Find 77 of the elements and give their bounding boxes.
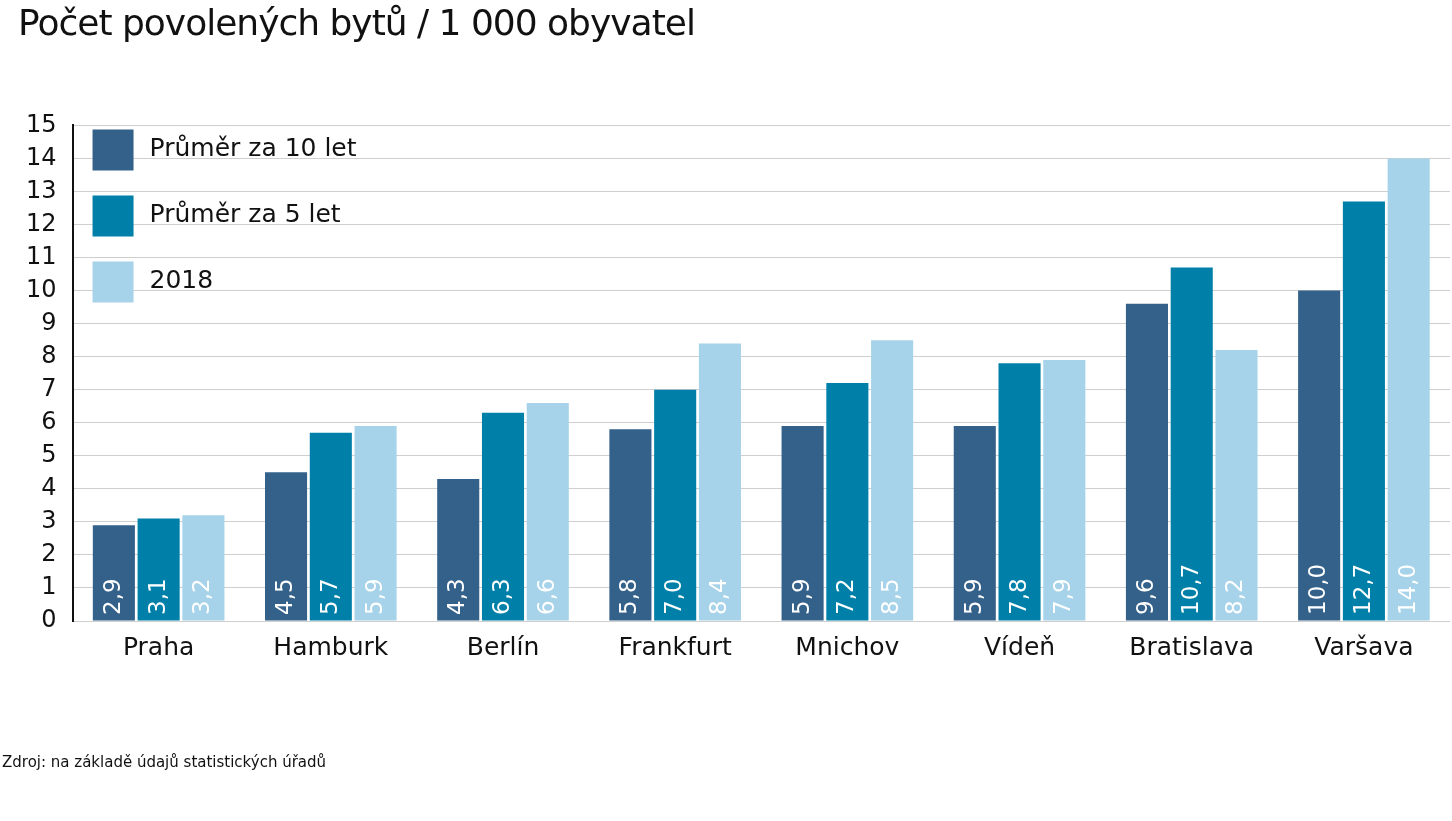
bar	[182, 515, 225, 621]
bar	[1125, 303, 1168, 621]
data-label: 5,9	[787, 578, 814, 615]
bar	[92, 525, 135, 621]
y-tick-label: 1	[41, 572, 57, 601]
bar	[137, 518, 180, 621]
y-tick-label: 5	[41, 440, 57, 469]
data-label: 10,7	[1176, 563, 1203, 615]
x-tick-label: Varšava	[1314, 631, 1414, 661]
data-label: 7,0	[660, 578, 687, 615]
y-tick-label: 11	[25, 241, 57, 270]
data-label: 3,2	[188, 578, 215, 615]
bar	[953, 426, 996, 621]
x-tick-label: Hamburk	[273, 631, 389, 661]
legend-label: Průměr za 5 let	[149, 198, 341, 228]
data-label: 4,5	[271, 578, 298, 615]
data-label: 4,3	[443, 578, 470, 615]
bar	[1043, 359, 1086, 621]
data-label: 8,4	[704, 578, 731, 615]
data-label: 6,6	[532, 578, 559, 615]
bar	[1387, 158, 1430, 621]
data-label: 7,2	[832, 578, 859, 615]
y-tick-label: 7	[41, 373, 57, 402]
y-tick-label: 10	[25, 274, 57, 303]
data-label: 8,2	[1221, 578, 1248, 615]
x-tick-label: Mnichov	[795, 631, 900, 661]
bar	[609, 429, 652, 621]
bar	[998, 363, 1041, 621]
bar	[265, 472, 308, 621]
data-label: 10,0	[1304, 563, 1331, 615]
y-tick-label: 9	[41, 307, 57, 336]
data-label: 3,1	[143, 578, 170, 615]
bar	[1170, 267, 1213, 621]
x-tick-label: Praha	[122, 631, 195, 661]
data-label: 5,7	[315, 578, 342, 615]
data-label: 5,9	[959, 578, 986, 615]
data-label: 6,3	[487, 578, 514, 615]
bar	[1298, 290, 1341, 621]
x-tick-label: Bratislava	[1129, 631, 1255, 661]
bar	[526, 402, 569, 621]
bar	[1215, 350, 1258, 621]
y-tick-label: 6	[41, 406, 57, 435]
y-tick-label: 12	[25, 208, 57, 237]
x-tick-label: Frankfurt	[618, 631, 732, 661]
y-tick-label: 8	[41, 340, 57, 369]
y-tick-label: 0	[41, 605, 57, 634]
bar	[871, 340, 914, 621]
y-tick-label: 2	[41, 539, 57, 568]
data-label: 8,5	[877, 578, 904, 615]
bar	[781, 426, 824, 621]
bar	[1342, 201, 1385, 621]
bar	[654, 389, 697, 621]
y-tick-label: 15	[25, 109, 57, 138]
data-label: 9,6	[1131, 578, 1158, 615]
bar	[481, 412, 525, 621]
legend-label: Průměr za 10 let	[149, 132, 357, 162]
data-label: 2,9	[98, 578, 125, 615]
data-label: 5,9	[360, 578, 387, 615]
data-label: 5,8	[615, 578, 642, 615]
bar	[309, 432, 352, 621]
chart-title: Počet povolených bytů / 1 000 obyvatel	[18, 2, 695, 43]
data-label: 7,9	[1049, 578, 1076, 615]
legend-label: 2018	[149, 264, 214, 294]
y-tick-label: 13	[25, 175, 57, 204]
x-tick-label: Vídeň	[983, 631, 1056, 661]
text: Zdroj: na základě údajů statistických úřadů	[2, 753, 327, 771]
x-tick-label: Berlín	[466, 631, 540, 661]
y-tick-label: 3	[41, 506, 57, 535]
bar	[437, 478, 480, 621]
data-label: 12,7	[1348, 563, 1375, 615]
data-label: 7,8	[1004, 578, 1031, 615]
bar	[826, 383, 869, 621]
bar	[354, 426, 397, 621]
bar	[698, 343, 741, 621]
data-label: 14,0	[1393, 563, 1420, 615]
y-tick-label: 4	[41, 473, 57, 502]
y-tick-label: 14	[25, 142, 57, 171]
